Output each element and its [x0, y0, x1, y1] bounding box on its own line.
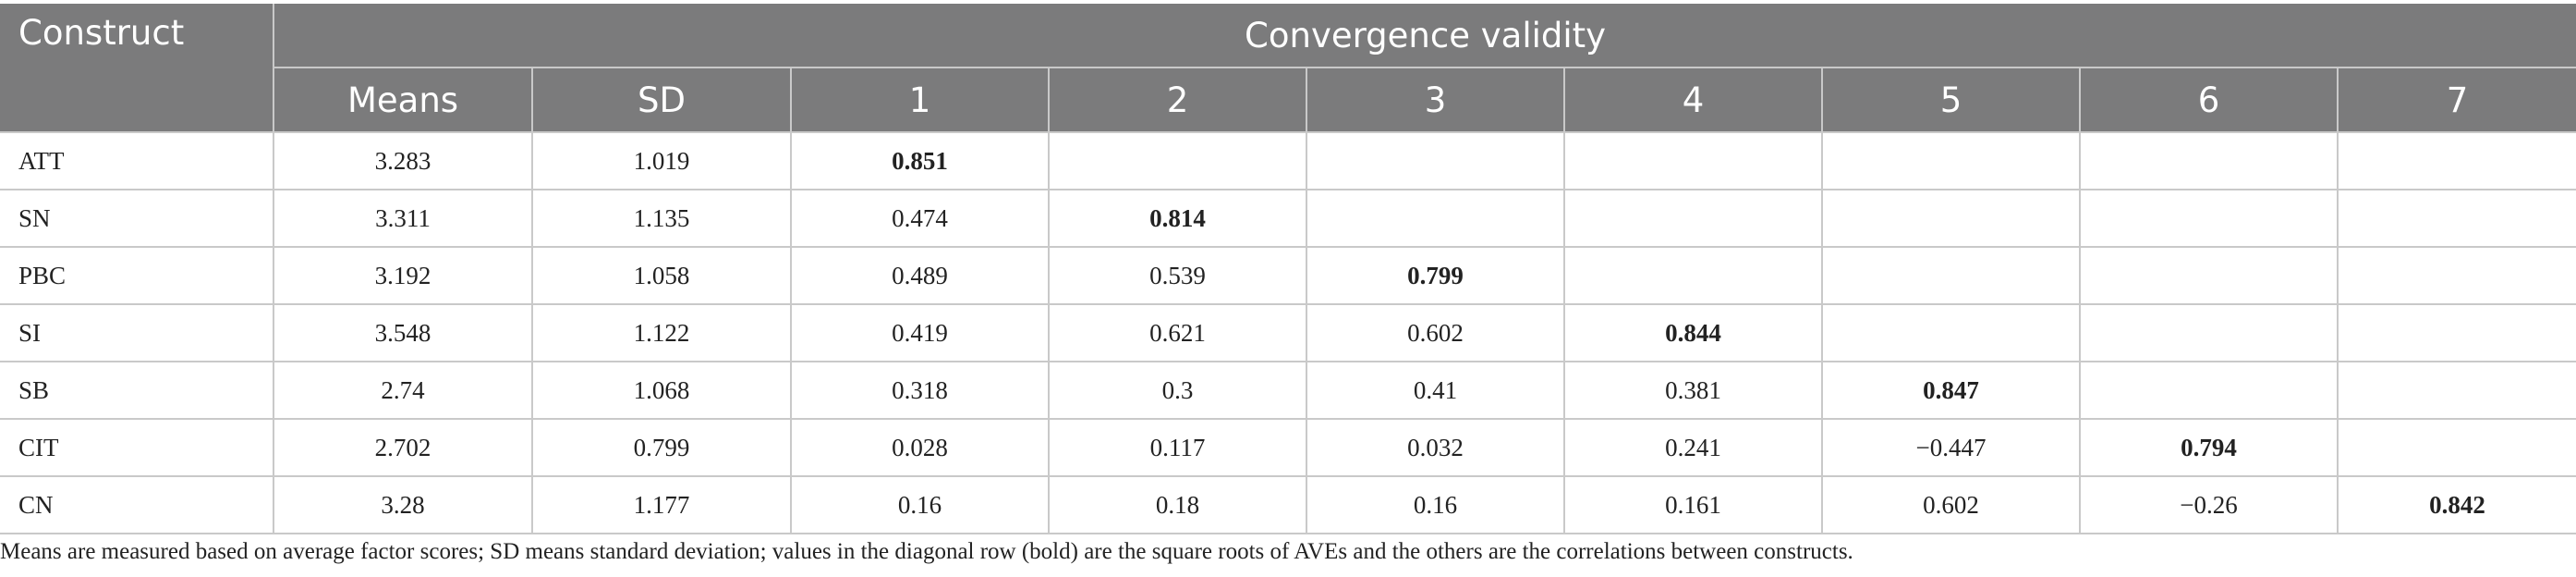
- cell-correlation: 0.18: [1049, 476, 1307, 534]
- cell-sd: 1.058: [532, 247, 792, 305]
- table-row: PBC 3.192 1.058 0.489 0.539 0.799: [0, 247, 2576, 305]
- table-row: ATT 3.283 1.019 0.851: [0, 132, 2576, 190]
- cell-sd: 1.135: [532, 190, 792, 248]
- convergence-validity-header: Convergence validity: [273, 4, 2576, 68]
- cell-diagonal: 0.847: [1822, 362, 2081, 420]
- cell-correlation: 0.3: [1049, 362, 1307, 420]
- cell-correlation: 0.602: [1822, 476, 2081, 534]
- row-label: SB: [0, 362, 274, 420]
- cell-correlation: 0.032: [1306, 419, 1565, 477]
- cell-empty: [1564, 132, 1823, 190]
- cell-means: 3.192: [273, 247, 533, 305]
- cell-empty: [1049, 132, 1307, 190]
- column-header-4: 4: [1564, 68, 1823, 133]
- cell-empty: [1564, 247, 1823, 305]
- cell-empty: [2338, 419, 2576, 477]
- row-label: SN: [0, 190, 274, 248]
- cell-correlation: 0.621: [1049, 304, 1307, 362]
- row-label: PBC: [0, 247, 274, 305]
- table-footnote: Means are measured based on average fact…: [0, 539, 1853, 564]
- column-header-7: 7: [2338, 68, 2576, 133]
- cell-diagonal: 0.799: [1306, 247, 1565, 305]
- row-label: CN: [0, 476, 274, 534]
- header-row-group: Construct Convergence validity: [0, 4, 2576, 133]
- cell-correlation: 0.489: [791, 247, 1050, 305]
- cell-correlation: 0.16: [791, 476, 1050, 534]
- cell-empty: [1822, 304, 2081, 362]
- table-row: SN 3.311 1.135 0.474 0.814: [0, 190, 2576, 248]
- cell-correlation: 0.16: [1306, 476, 1565, 534]
- cell-empty: [2080, 132, 2339, 190]
- cell-empty: [1306, 190, 1565, 248]
- cell-empty: [2338, 132, 2576, 190]
- cell-sd: 1.177: [532, 476, 792, 534]
- column-header-sd: SD: [532, 68, 792, 133]
- cell-empty: [1306, 132, 1565, 190]
- cell-correlation: −0.26: [2080, 476, 2339, 534]
- table-row: CIT 2.702 0.799 0.028 0.117 0.032 0.241 …: [0, 419, 2576, 477]
- column-header-3: 3: [1306, 68, 1565, 133]
- cell-empty: [1564, 190, 1823, 248]
- cell-means: 3.283: [273, 132, 533, 190]
- cell-correlation: 0.381: [1564, 362, 1823, 420]
- row-label: CIT: [0, 419, 274, 477]
- column-header-2: 2: [1049, 68, 1307, 133]
- cell-empty: [1822, 190, 2081, 248]
- cell-means: 3.28: [273, 476, 533, 534]
- cell-means: 2.74: [273, 362, 533, 420]
- cell-means: 3.311: [273, 190, 533, 248]
- cell-correlation: 0.318: [791, 362, 1050, 420]
- cell-correlation: 0.161: [1564, 476, 1823, 534]
- cell-empty: [2080, 304, 2339, 362]
- cell-empty: [2338, 304, 2576, 362]
- cell-correlation: 0.028: [791, 419, 1050, 477]
- cell-correlation: −0.447: [1822, 419, 2081, 477]
- cell-correlation: 0.117: [1049, 419, 1307, 477]
- column-header-6: 6: [2080, 68, 2339, 133]
- correlation-table: Construct Convergence validity Means SD …: [0, 4, 2576, 534]
- cell-correlation: 0.539: [1049, 247, 1307, 305]
- table-row: SB 2.74 1.068 0.318 0.3 0.41 0.381 0.847: [0, 362, 2576, 420]
- cell-empty: [2080, 247, 2339, 305]
- row-label: SI: [0, 304, 274, 362]
- cell-empty: [2080, 190, 2339, 248]
- cell-correlation: 0.419: [791, 304, 1050, 362]
- cell-empty: [2338, 362, 2576, 420]
- cell-diagonal: 0.842: [2338, 476, 2576, 534]
- cell-diagonal: 0.851: [791, 132, 1050, 190]
- cell-diagonal: 0.814: [1049, 190, 1307, 248]
- construct-header: Construct: [0, 4, 274, 133]
- column-header-1: 1: [791, 68, 1050, 133]
- cell-means: 3.548: [273, 304, 533, 362]
- table-row: SI 3.548 1.122 0.419 0.621 0.602 0.844: [0, 304, 2576, 362]
- cell-empty: [2338, 190, 2576, 248]
- header-row-columns: Means SD 1 2 3 4 5 6 7: [0, 68, 2576, 133]
- cell-empty: [1822, 247, 2081, 305]
- cell-diagonal: 0.794: [2080, 419, 2339, 477]
- cell-empty: [1822, 132, 2081, 190]
- cell-sd: 0.799: [532, 419, 792, 477]
- cell-empty: [2338, 247, 2576, 305]
- cell-correlation: 0.241: [1564, 419, 1823, 477]
- cell-sd: 1.122: [532, 304, 792, 362]
- cell-sd: 1.068: [532, 362, 792, 420]
- cell-correlation: 0.41: [1306, 362, 1565, 420]
- table-row: CN 3.28 1.177 0.16 0.18 0.16 0.161 0.602…: [0, 476, 2576, 534]
- column-header-5: 5: [1822, 68, 2081, 133]
- column-header-means: Means: [273, 68, 533, 133]
- cell-correlation: 0.474: [791, 190, 1050, 248]
- cell-diagonal: 0.844: [1564, 304, 1823, 362]
- cell-means: 2.702: [273, 419, 533, 477]
- cell-correlation: 0.602: [1306, 304, 1565, 362]
- cell-sd: 1.019: [532, 132, 792, 190]
- cell-empty: [2080, 362, 2339, 420]
- row-label: ATT: [0, 132, 274, 190]
